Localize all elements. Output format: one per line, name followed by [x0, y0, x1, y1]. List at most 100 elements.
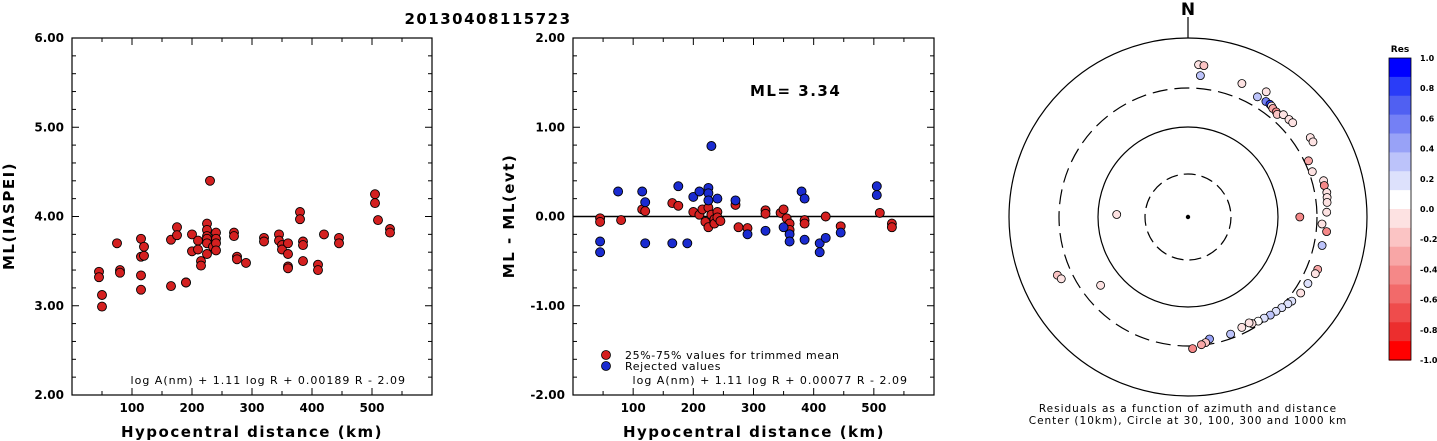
- ring-1000km: [1008, 37, 1368, 397]
- colorbar-frame: [1388, 57, 1412, 361]
- rejected-data-point: [613, 186, 624, 197]
- data-point: [205, 175, 215, 186]
- station-point: [1244, 318, 1254, 328]
- rejected-data-point: [871, 190, 882, 201]
- data-point: [295, 214, 305, 225]
- rejected-data-point: [640, 238, 651, 249]
- colorbar-swatches: [1389, 58, 1411, 361]
- station-point: [1295, 212, 1305, 222]
- station-point: [1322, 227, 1331, 237]
- rejected-data-point: [637, 186, 648, 197]
- data-point: [139, 250, 149, 261]
- residual-y-axis-label: ML - ML(evt): [500, 154, 518, 278]
- y-tick-label: 4.00: [34, 210, 64, 224]
- data-point: [373, 215, 383, 226]
- data-point: [229, 231, 239, 242]
- station-point: [1322, 197, 1332, 207]
- station-point: [1296, 288, 1306, 298]
- rejected-data-point: [784, 236, 795, 247]
- colorbar-tick-label: -0.8: [1420, 326, 1437, 335]
- x-tick-label: 400: [299, 401, 324, 415]
- y-tick-label: 2.00: [34, 388, 64, 402]
- residual-formula: log A(nm) + 1.11 log R + 0.00077 R - 2.0…: [633, 374, 908, 387]
- data-point: [298, 256, 308, 267]
- colorbar-swatch: [1389, 190, 1411, 210]
- colorbar-swatch: [1389, 95, 1411, 116]
- colorbar-tick-label: 0.0: [1420, 205, 1435, 214]
- data-point: [385, 227, 395, 238]
- data-point: [97, 301, 107, 312]
- colorbar-swatch: [1389, 76, 1411, 97]
- data-point: [778, 204, 789, 215]
- station-point: [1188, 344, 1197, 354]
- polar-caption-line-2: Center (10km), Circle at 30, 100, 300 an…: [1029, 415, 1348, 427]
- data-point: [820, 211, 831, 222]
- ml-event-annotation: ML= 3.34: [750, 82, 841, 100]
- residual-axis-ticks: 100 200 300 400 500 -2.00 -1.00 0.00 1.00 2.00: [530, 31, 934, 415]
- station-point: [1112, 210, 1122, 219]
- epicenter-dot: [1185, 214, 1191, 220]
- legend: 25%-75% values for trimmed mean Rejected…: [601, 349, 839, 373]
- rejected-data-point: [799, 193, 810, 204]
- data-point: [241, 257, 251, 268]
- ml-vs-distance-panel: 100 200 300 400 500 2.00 3.00 4.00 5.00 6.00 log …: [0, 31, 433, 441]
- data-point: [202, 249, 212, 259]
- data-point: [760, 208, 771, 219]
- data-point: [334, 238, 344, 249]
- data-point: [193, 244, 203, 255]
- x-tick-label: 500: [861, 401, 886, 415]
- colorbar-tick-label: 1.0: [1420, 54, 1435, 63]
- ml-y-axis-label: ML(IASPEI): [0, 162, 18, 270]
- data-point: [259, 236, 269, 247]
- x-tick-label: 300: [239, 401, 264, 415]
- x-tick-label: 100: [621, 401, 646, 415]
- data-point: [172, 230, 182, 241]
- station-point: [1322, 207, 1332, 217]
- rejected-data-point: [682, 238, 693, 249]
- colorbar-swatch: [1389, 58, 1411, 78]
- station-point: [1288, 118, 1298, 128]
- azimuth-residual-panel: N Residuals as a function of azimuth and…: [1008, 0, 1437, 427]
- colorbar-ticks: 1.0 0.8 0.6 0.4 0.2 0.0 -0.2 -0.4 -0.6 -0.8 -1.0: [1420, 54, 1437, 365]
- rejected-data-point: [820, 232, 831, 243]
- station-point: [1237, 79, 1247, 88]
- station-point: [1056, 274, 1066, 284]
- legend-marker-rejected: [601, 361, 611, 371]
- residual-x-axis-label: Hypocentral distance (km): [623, 423, 885, 441]
- data-point: [187, 229, 197, 240]
- rejected-data-point: [694, 186, 705, 197]
- colorbar-swatch: [1389, 303, 1411, 323]
- rejected-data-point: [595, 236, 606, 247]
- data-point: [733, 222, 744, 233]
- data-point: [166, 281, 176, 292]
- data-point: [673, 200, 684, 211]
- colorbar-tick-label: 0.8: [1420, 84, 1435, 93]
- colorbar-tick-label: -0.4: [1420, 265, 1437, 274]
- x-tick-label: 500: [359, 401, 384, 415]
- ring-300km: [1058, 87, 1318, 347]
- station-point: [1261, 87, 1271, 97]
- ml-x-axis-label: Hypocentral distance (km): [121, 423, 383, 441]
- ml-axis-ticks: 100 200 300 400 500 2.00 3.00 4.00 5.00 6.00: [34, 31, 432, 415]
- data-point: [196, 260, 206, 271]
- rejected-data-point: [871, 181, 882, 192]
- station-residual-points: [1053, 60, 1332, 354]
- data-point: [370, 198, 380, 209]
- x-tick-label: 300: [741, 401, 766, 415]
- residual-data-points: [595, 141, 897, 258]
- data-point: [595, 216, 606, 227]
- y-tick-label: -2.00: [530, 388, 565, 402]
- colorbar-swatch: [1389, 246, 1411, 267]
- data-point: [136, 270, 146, 281]
- rejected-data-point: [712, 193, 723, 204]
- y-tick-label: 0.00: [535, 210, 565, 224]
- residual-vs-distance-panel: 100 200 300 400 500 -2.00 -1.00 0.00 1.00 2.00 ML…: [500, 31, 935, 441]
- x-tick-label: 100: [119, 401, 144, 415]
- data-point: [370, 189, 380, 200]
- data-point: [283, 249, 293, 259]
- data-point: [211, 245, 221, 256]
- station-point: [1304, 156, 1313, 166]
- data-point: [874, 207, 885, 218]
- station-point: [1096, 280, 1105, 290]
